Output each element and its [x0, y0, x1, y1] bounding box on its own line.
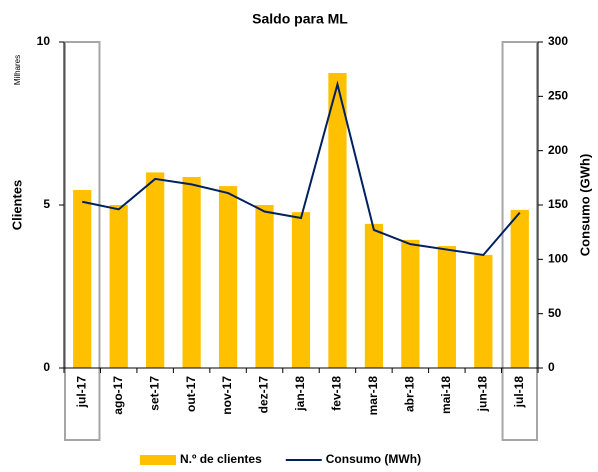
line	[82, 80, 521, 257]
x-tick-label: nov-17	[220, 376, 234, 415]
bar	[474, 254, 493, 368]
y-tick-label: 5	[43, 197, 50, 211]
y2-tick-label: 200	[548, 143, 568, 157]
y-unit-label: Milhares	[13, 55, 22, 85]
highlight-box	[64, 41, 101, 441]
bar	[364, 223, 384, 368]
x-tick-label: jul-18	[512, 376, 526, 409]
bar	[510, 209, 529, 368]
y2-tick-label: 50	[548, 306, 562, 320]
y-tick-label: 10	[37, 34, 51, 48]
bar	[255, 205, 274, 368]
x-tick-label: mai-18	[439, 376, 453, 414]
x-tick-label: mar-18	[366, 376, 380, 416]
x-tick-label: jul-17	[74, 376, 88, 409]
x-tick-label: set-17	[147, 376, 161, 411]
x-tick-label: ago-17	[111, 376, 125, 415]
x-tick-label: fev-18	[330, 376, 344, 411]
bar	[291, 212, 311, 368]
y-tick-label: 0	[43, 360, 50, 374]
x-tick-label: out-17	[184, 376, 198, 412]
y2-tick-label: 0	[548, 360, 555, 374]
x-tick-label: dez-17	[257, 376, 271, 414]
y2-tick-label: 250	[548, 89, 568, 103]
bar	[182, 176, 201, 368]
legend-swatch	[140, 455, 176, 465]
bar	[218, 186, 238, 368]
bar	[437, 246, 456, 368]
bar	[401, 239, 420, 368]
legend-label: N.º de clientes	[180, 452, 262, 466]
legend-label: Consumo (MWh)	[326, 452, 421, 466]
x-tick-label: jan-18	[293, 376, 307, 412]
y2-axis-label: Consumo (GWh)	[577, 154, 592, 257]
y2-tick-label: 150	[548, 197, 568, 211]
y2-tick-label: 100	[548, 252, 568, 266]
bar	[328, 72, 347, 368]
bar	[109, 205, 128, 368]
x-tick-label: jun-18	[475, 376, 489, 413]
x-tick-label: abr-18	[403, 376, 417, 412]
y-axis-label: Clientes	[9, 180, 24, 231]
chart-title: Saldo para ML	[252, 11, 348, 27]
bar	[73, 190, 92, 368]
highlight-box	[501, 41, 538, 441]
y2-tick-label: 300	[548, 34, 568, 48]
bar	[146, 172, 165, 368]
